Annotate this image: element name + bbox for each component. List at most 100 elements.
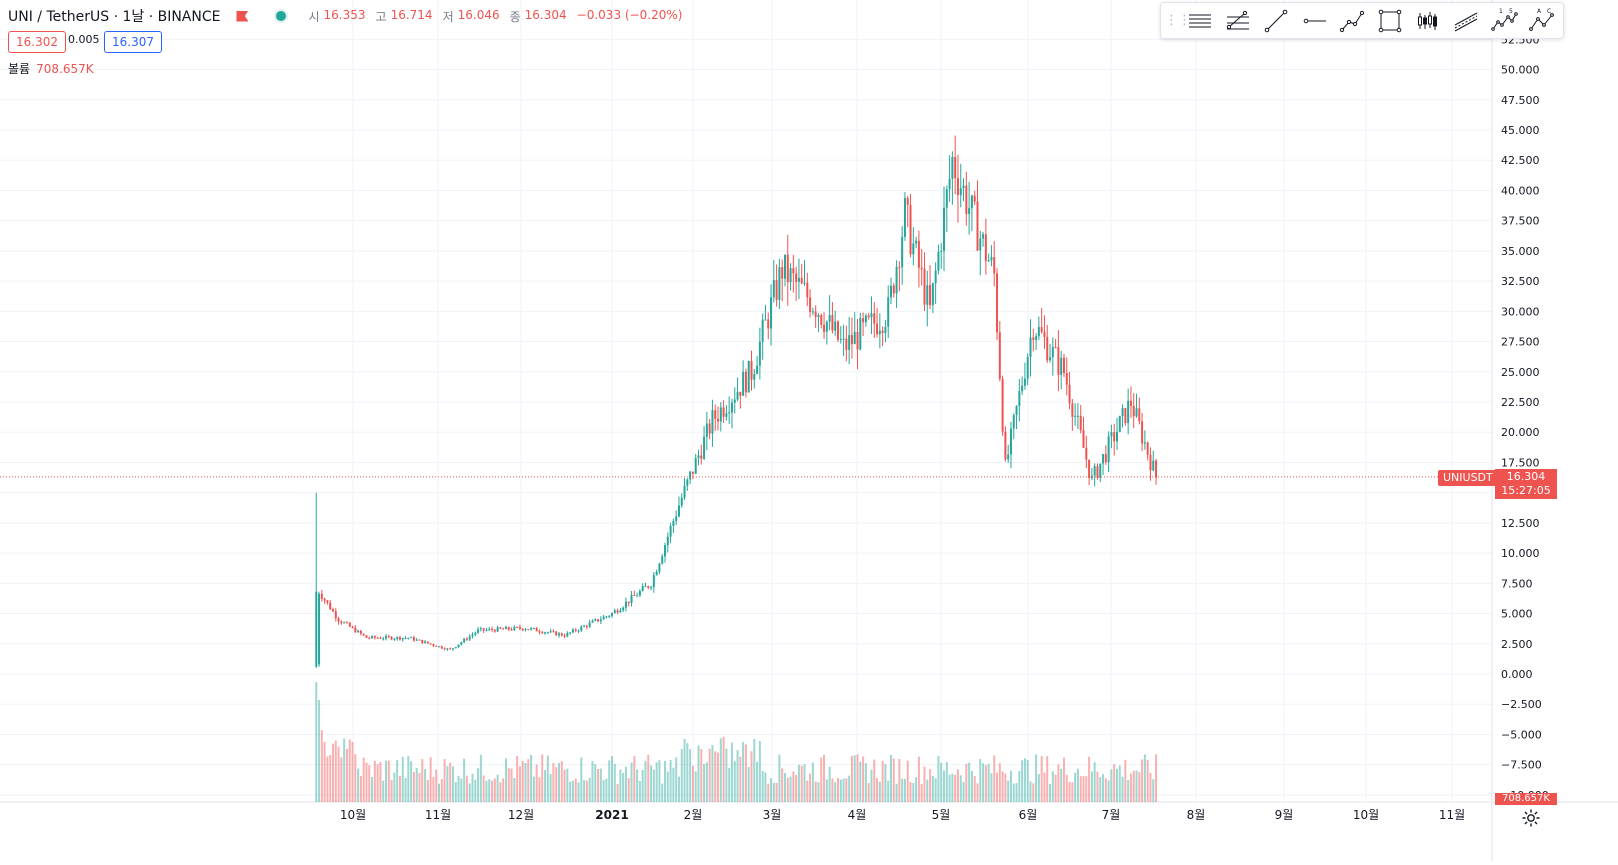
parallel-channel-icon[interactable] <box>1447 3 1485 38</box>
horizontal-ray-icon[interactable] <box>1295 3 1333 38</box>
volume-bar <box>1093 762 1096 802</box>
candle-body <box>968 208 971 215</box>
y-tick-label: 27.500 <box>1501 336 1540 349</box>
volume-bar <box>354 754 357 802</box>
volume-bar <box>951 773 954 802</box>
candle-body <box>555 631 558 636</box>
candle-body <box>348 622 351 627</box>
candle-body <box>318 593 321 665</box>
fib-retracement-icon[interactable] <box>1219 3 1257 38</box>
volume-bar <box>1124 759 1127 802</box>
volume-bar <box>1035 754 1038 802</box>
volume-bar <box>1074 772 1077 802</box>
candle-body <box>401 637 404 640</box>
candle-body <box>1082 430 1085 448</box>
candle-body <box>680 497 683 506</box>
volume-bar <box>672 767 675 802</box>
volume-bar <box>577 782 580 802</box>
volume-bar <box>332 743 334 802</box>
candle-body <box>588 622 591 627</box>
candle-body <box>1021 385 1024 392</box>
candle-body <box>1102 454 1105 464</box>
candle-body <box>756 365 759 374</box>
candle-body <box>856 331 859 350</box>
gear-icon[interactable] <box>1520 807 1542 829</box>
volume-bar <box>608 760 611 802</box>
candle-body <box>385 636 388 639</box>
horizontal-lines-icon[interactable] <box>1181 3 1219 38</box>
candle-body <box>976 201 979 251</box>
volume-bar <box>451 766 454 802</box>
volume-bar <box>753 739 756 802</box>
volume-bar <box>320 730 323 802</box>
volume-bar <box>820 757 823 802</box>
volume-bar <box>446 766 449 802</box>
candle-body <box>719 407 722 422</box>
volume-bar <box>823 754 826 802</box>
path-icon[interactable] <box>1333 3 1371 38</box>
elliott-wave-icon[interactable]: 1 5 <box>1485 3 1523 38</box>
volume-bar <box>937 756 940 802</box>
candle-body <box>730 402 733 413</box>
bar-countdown: 15:27:05 <box>1501 484 1551 497</box>
candles-icon[interactable] <box>1409 3 1447 38</box>
candle-body <box>371 636 374 639</box>
volume-bar <box>613 764 616 802</box>
candle-body <box>1099 463 1102 478</box>
volume-bar <box>1102 774 1105 802</box>
candle-body <box>739 391 742 396</box>
volume-bar <box>594 764 597 802</box>
volume-bar <box>1127 780 1130 802</box>
volume-bar <box>825 779 828 802</box>
candle-body <box>864 315 867 323</box>
buy-price-button[interactable]: 16.307 <box>104 31 162 53</box>
candle-body <box>418 639 421 641</box>
candle-body <box>686 479 689 486</box>
y-tick-label: 10.000 <box>1501 547 1540 560</box>
y-tick-label: 42.500 <box>1501 154 1540 167</box>
symbol-title[interactable]: UNI / TetherUS · 1날 · BINANCE <box>8 9 221 25</box>
volume-bar <box>555 767 558 802</box>
candle-body <box>705 423 708 437</box>
candle-body <box>351 626 354 628</box>
candle-body <box>524 629 527 631</box>
flag-icon[interactable] <box>236 10 249 22</box>
x-tick-label: 12월 <box>508 808 534 822</box>
rectangle-icon[interactable] <box>1371 3 1409 38</box>
volume-bar <box>929 769 932 802</box>
y-tick-label: 30.000 <box>1501 305 1540 318</box>
volume-bar <box>973 776 976 802</box>
volume-bar <box>697 745 700 802</box>
volume-bar <box>340 757 343 802</box>
candle-body <box>323 598 326 601</box>
drag-handle-icon[interactable]: ⋮⋮ <box>1165 12 1191 28</box>
candle-body <box>1141 421 1144 444</box>
candle-body <box>585 625 588 627</box>
y-tick-label: 17.500 <box>1501 456 1540 469</box>
trend-line-icon[interactable] <box>1257 3 1295 38</box>
candle-body <box>1007 454 1010 460</box>
candle-body <box>343 622 346 624</box>
sell-price-button[interactable]: 16.302 <box>8 31 66 53</box>
candle-body <box>795 273 798 282</box>
candle-body <box>1001 378 1004 432</box>
volume-bar <box>477 768 480 802</box>
volume-bar <box>438 783 441 802</box>
volume-bar <box>725 748 728 802</box>
volume-bar <box>1090 771 1093 802</box>
volume-bar <box>362 757 365 802</box>
abcd-pattern-icon[interactable]: A C <box>1523 3 1561 38</box>
volume-bar <box>1054 774 1057 802</box>
volume-bar <box>987 763 990 802</box>
volume-bar <box>465 775 468 802</box>
volume-bar <box>998 763 1001 802</box>
x-tick-label: 4월 <box>848 808 867 822</box>
candle-body <box>387 636 390 638</box>
candle-body <box>368 637 371 639</box>
change-value: −0.033 (−0.20%) <box>576 7 683 22</box>
volume-bar <box>507 768 510 802</box>
volume-bar <box>742 742 745 802</box>
candle-body <box>622 607 625 611</box>
